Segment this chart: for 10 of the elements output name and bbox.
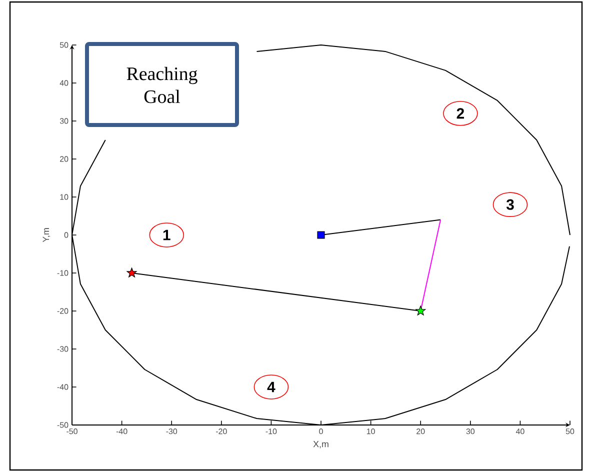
annotation: 2 — [456, 108, 464, 119]
y-axis-title: Y,m — [42, 228, 50, 242]
annotation: 3 — [506, 199, 514, 210]
point — [126, 268, 137, 278]
point — [317, 231, 325, 239]
annotation: 1 — [163, 230, 170, 240]
point — [416, 306, 426, 316]
annotation: Reaching Goal — [126, 66, 198, 104]
annotation: 4 — [267, 382, 276, 392]
x-axis-title: X,m — [313, 440, 328, 448]
